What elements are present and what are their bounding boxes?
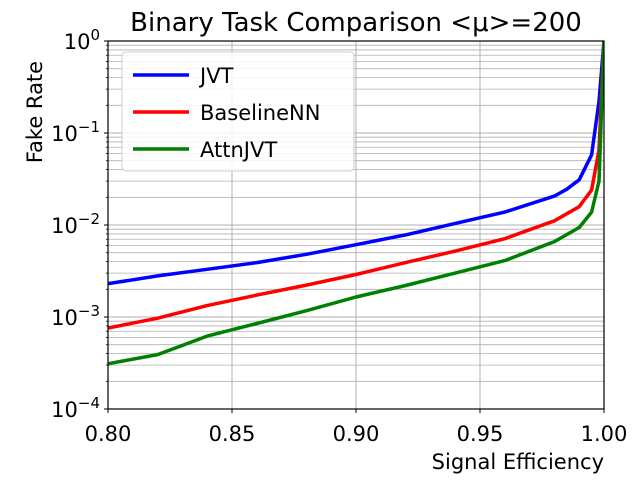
x-tick-label: 1.00 (581, 422, 628, 446)
legend-box (121, 51, 355, 172)
legend-label-attnjvt: AttnJVT (200, 138, 277, 162)
series-line-baselinenn (108, 41, 604, 330)
legend: JVT BaselineNN AttnJVT (121, 51, 355, 172)
series-line-jvt (108, 41, 604, 286)
y-tick-labels: 10−4 10−3 10−2 10−1 100 (51, 26, 100, 422)
y-tick-label: 10−4 (51, 394, 100, 422)
x-tick-label: 0.80 (85, 422, 132, 446)
axis-ticks (104, 40, 605, 413)
x-tick-labels: 0.80 0.85 0.90 0.95 1.00 (85, 422, 628, 446)
x-axis-label: Signal Efficiency (432, 450, 604, 474)
series-lines (108, 41, 604, 366)
series-line-attnjvt (108, 41, 604, 366)
y-tick-label: 10−3 (51, 302, 100, 330)
x-tick-label: 0.85 (209, 422, 256, 446)
y-tick-label: 10−2 (51, 210, 100, 238)
y-tick-label: 10−1 (51, 118, 100, 146)
legend-label-baselinenn: BaselineNN (200, 101, 320, 125)
chart-title: Binary Task Comparison <μ>=200 (130, 8, 582, 38)
x-tick-label: 0.90 (333, 422, 380, 446)
y-axis-label: Fake Rate (23, 61, 47, 163)
legend-label-jvt: JVT (198, 64, 234, 88)
y-tick-label: 100 (64, 26, 100, 54)
x-tick-label: 0.95 (457, 422, 504, 446)
